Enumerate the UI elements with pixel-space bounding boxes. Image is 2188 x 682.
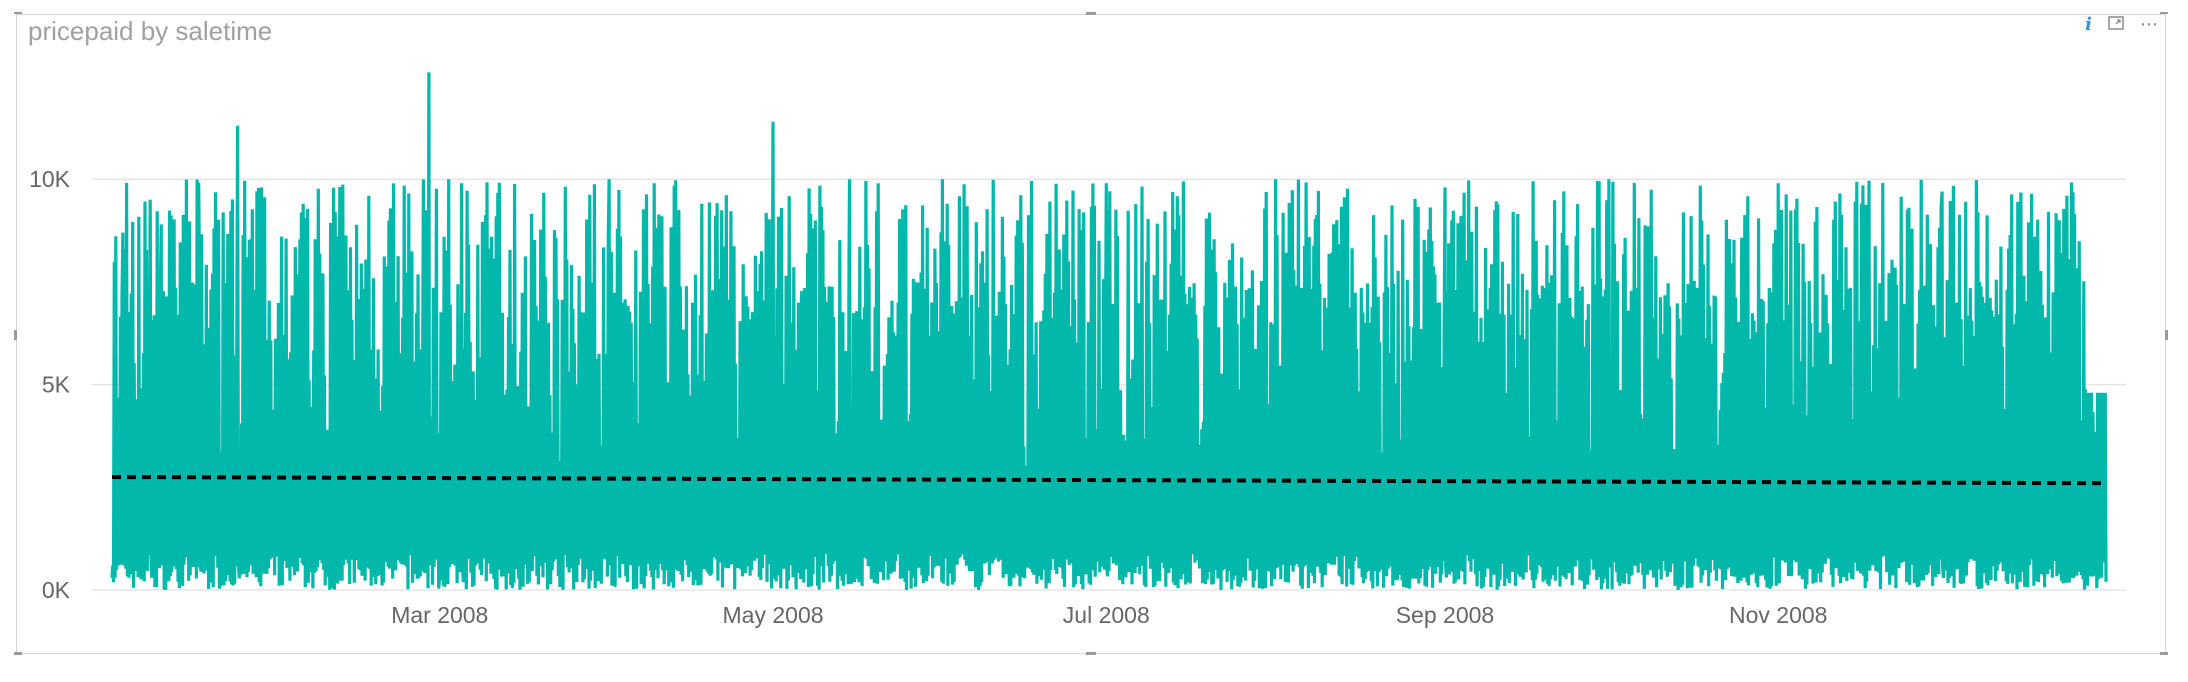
x-tick-label: Jul 2008	[1063, 602, 1150, 628]
visual-header-icons: i ⋯	[2085, 14, 2158, 35]
x-tick-label: Sep 2008	[1396, 602, 1494, 628]
resize-handle-bottom-left[interactable]	[14, 652, 22, 655]
y-tick-label: 10K	[29, 166, 71, 192]
resize-handle-top-right[interactable]	[2160, 12, 2168, 14]
y-tick-label: 5K	[42, 372, 71, 398]
visual-title: pricepaid by saletime	[28, 16, 273, 46]
info-icon[interactable]: i	[2085, 14, 2092, 35]
x-tick-label: May 2008	[723, 602, 824, 628]
resize-handle-top[interactable]	[1086, 12, 1096, 15]
focus-mode-icon[interactable]	[2108, 14, 2124, 35]
x-tick-label: Nov 2008	[1729, 602, 1827, 628]
resize-handle-top-left[interactable]	[14, 12, 22, 14]
series-line	[110, 72, 2108, 591]
y-tick-label: 0K	[42, 577, 71, 603]
trend-layer	[111, 475, 2107, 486]
resize-handle-left[interactable]	[14, 330, 17, 340]
resize-handle-bottom[interactable]	[1086, 652, 1096, 655]
focus-mode-icon-glyph	[2108, 16, 2124, 30]
series-pricepaid	[110, 72, 2108, 591]
x-tick-label: Mar 2008	[391, 602, 488, 628]
trend-line	[111, 475, 2107, 486]
resize-handle-right[interactable]	[2165, 330, 2168, 340]
resize-handle-bottom-right[interactable]	[2160, 652, 2168, 655]
more-options-icon[interactable]: ⋯	[2140, 14, 2158, 34]
axes: 0K 5K 10K Mar 2008 May 2008 Jul 2008 Sep 2008 N…	[29, 166, 1827, 628]
